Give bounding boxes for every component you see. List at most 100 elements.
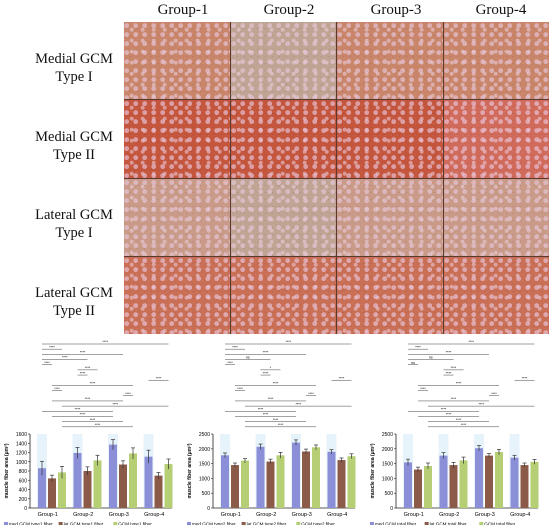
legend-swatch xyxy=(479,522,484,525)
row-label-line1: Lateral GCM xyxy=(35,285,113,301)
x-tick-label: Group-1 xyxy=(221,512,241,518)
row-label-line2: Type II xyxy=(52,147,96,163)
row-label-medial-type-ii: Medial GCM Type II xyxy=(20,128,128,164)
row-label-lateral-type-ii: Lateral GCM Type II xyxy=(20,284,128,320)
significance-label: **** xyxy=(102,340,108,344)
x-tick-label: Group-2 xyxy=(256,512,276,518)
significance-label: * xyxy=(270,366,272,370)
chart-type2-fiber-area: 0 500 1000 1500 2000 2500 muscle fiber area (μ… xyxy=(183,336,365,525)
x-tick-label: Group-4 xyxy=(144,512,164,518)
row-label-line1: Lateral GCM xyxy=(35,207,113,223)
row-label-line1: Medial GCM xyxy=(35,129,113,145)
micrograph-medial-type-i-group-3 xyxy=(337,22,443,100)
legend-label: lat.GCM total fiber xyxy=(430,522,467,525)
significance-label: **** xyxy=(95,423,101,427)
bar xyxy=(109,444,117,508)
legend-swatch xyxy=(370,522,374,525)
significance-label: **** xyxy=(80,351,86,355)
significance-label: **** xyxy=(62,356,68,360)
bar xyxy=(347,456,356,508)
significance-label: **** xyxy=(273,418,279,422)
micrograph-lateral-type-ii-group-1 xyxy=(124,256,230,334)
y-tick-label: 1000 xyxy=(199,476,210,482)
significance-label: **** xyxy=(54,387,60,391)
micrograph-lateral-type-i-group-1 xyxy=(124,178,230,256)
significance-label: **** xyxy=(456,382,462,386)
bar xyxy=(439,455,448,508)
bar xyxy=(449,465,458,508)
significance-label: ns xyxy=(429,356,433,360)
significance-label: **** xyxy=(415,345,421,349)
y-axis-label: muscle fiber area (μm²) xyxy=(187,443,193,498)
y-tick-label: 200 xyxy=(19,497,28,503)
bar xyxy=(144,456,153,508)
legend-label: lat.GCM type1 fiber xyxy=(64,522,104,525)
legend-swatch xyxy=(424,522,429,525)
significance-label: ns xyxy=(246,356,250,360)
significance-label: **** xyxy=(446,371,452,375)
bar xyxy=(241,460,249,508)
significance-label: **** xyxy=(491,392,497,396)
bar xyxy=(302,451,310,508)
significance-label: **** xyxy=(461,423,467,427)
legend-swatch xyxy=(58,522,63,525)
x-tick-label: Group-3 xyxy=(292,512,312,518)
y-tick-label: 1200 xyxy=(16,451,27,457)
significance-label: **** xyxy=(451,366,457,370)
chart-type1-fiber-area: 0 200 400 600 800 1000 1200 1400 1600 muscle fibe… xyxy=(0,336,182,525)
significance-label: **** xyxy=(80,413,86,417)
micrograph-lateral-type-i-group-4 xyxy=(443,178,549,256)
y-tick-label: 2500 xyxy=(199,432,210,438)
legend-label: lat.GCM type2 fiber xyxy=(247,522,287,525)
bar xyxy=(510,457,519,508)
bar xyxy=(83,471,92,508)
column-header-group-3: Group-3 xyxy=(370,2,422,18)
micrograph-medial-type-i-group-4 xyxy=(443,22,549,100)
y-tick-label: 1000 xyxy=(382,476,393,482)
significance-label: **** xyxy=(446,413,452,417)
y-tick-label: 600 xyxy=(19,478,28,484)
significance-label: **** xyxy=(258,407,264,411)
column-header-group-2: Group-2 xyxy=(263,2,315,18)
significance-label: **** xyxy=(156,376,162,380)
micrograph-lateral-type-ii-group-4 xyxy=(443,256,549,334)
bar xyxy=(164,464,173,508)
significance-label: **** xyxy=(112,402,118,406)
bar xyxy=(475,448,483,508)
bar xyxy=(154,475,163,508)
bar xyxy=(327,451,336,508)
significance-label: **** xyxy=(263,351,269,355)
micrograph-lateral-type-i-group-2 xyxy=(230,178,336,256)
significance-label: **** xyxy=(227,361,233,365)
significance-label: **** xyxy=(478,402,484,406)
bar xyxy=(485,455,493,508)
significance-label: **** xyxy=(441,407,447,411)
significance-label: **** xyxy=(273,382,279,386)
bar xyxy=(38,468,46,508)
y-tick-label: 1000 xyxy=(16,460,27,466)
legend-label: med.GCM type2 fiber xyxy=(192,522,236,525)
significance-label: **** xyxy=(125,392,131,396)
bar xyxy=(337,460,346,508)
significance-label: **** xyxy=(75,407,81,411)
bar xyxy=(93,460,102,508)
significance-label: **** xyxy=(456,418,462,422)
significance-label: **** xyxy=(90,382,96,386)
column-header-group-4: Group-4 xyxy=(475,2,527,18)
y-tick-label: 800 xyxy=(19,469,28,475)
y-tick-label: 1400 xyxy=(16,441,27,447)
y-axis-label: muscle fiber area (μm²) xyxy=(4,443,10,498)
histology-image-grid xyxy=(124,22,549,334)
row-label-medial-type-i: Medial GCM Type I xyxy=(20,50,128,86)
bar xyxy=(73,452,82,508)
bar xyxy=(119,464,127,508)
column-header-group-1: Group-1 xyxy=(157,2,209,18)
y-tick-label: 0 xyxy=(207,506,210,512)
y-axis-label: muscle fiber area (μm²) xyxy=(370,443,376,498)
row-label-line2: Type I xyxy=(55,225,93,241)
x-tick-label: Group-3 xyxy=(109,512,129,518)
significance-label: **** xyxy=(278,423,284,427)
row-label-line2: Type II xyxy=(52,303,96,319)
legend-swatch xyxy=(187,522,191,525)
chart-total-fiber-area: 0 500 1000 1500 2000 2500 muscle fiber area (μ… xyxy=(366,336,548,525)
